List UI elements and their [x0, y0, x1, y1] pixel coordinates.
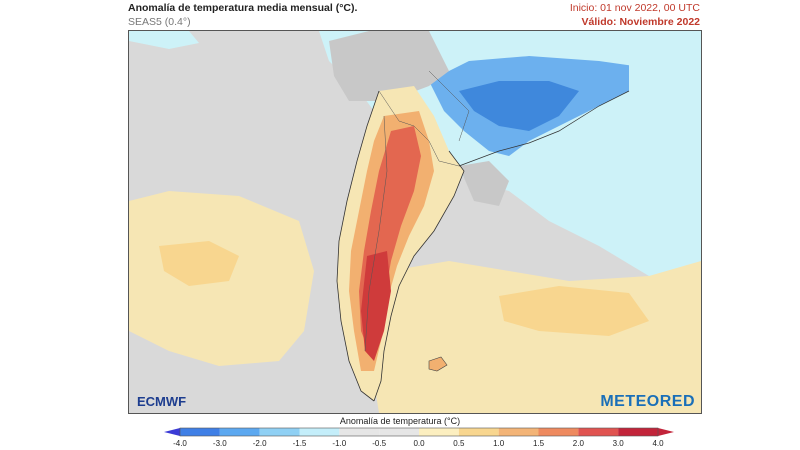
colorbar-tick-label: 1.0	[493, 439, 505, 448]
atlantic-warm-anomaly	[369, 261, 701, 413]
ecmwf-logo: ECMWF	[137, 394, 187, 409]
pacific-warm-core	[159, 241, 239, 286]
north-cyan-band	[429, 31, 689, 71]
colorbar-outline	[179, 427, 659, 437]
colorbar-segment	[498, 428, 539, 436]
colorbar-tick-label: 2.0	[573, 439, 585, 448]
valid-period: Válido: Noviembre 2022	[581, 16, 700, 28]
colorbar-tick-label: 0.5	[453, 439, 465, 448]
brazil-coastline	[458, 90, 630, 167]
colorbar-tick-label: 0.0	[413, 439, 425, 448]
colorbar-tick-label: -4.0	[173, 439, 187, 448]
atlantic-warm-core	[499, 286, 649, 336]
model-label: SEAS5 (0.4°)	[128, 16, 191, 28]
land-neutral-north	[329, 31, 449, 101]
colorbar-segment	[538, 428, 579, 436]
colorbar-segment	[219, 428, 260, 436]
colorbar-min-arrow	[164, 428, 180, 436]
falkland-islands	[428, 356, 448, 372]
pacific-coastline	[336, 90, 380, 402]
colorbar-segment	[618, 428, 658, 436]
init-time: Inicio: 01 nov 2022, 00 UTC	[569, 2, 700, 14]
colorbar: -4.0 -3.0 -2.0 -1.5 -1.0 -0.5 0.0 0.5 1.0 1.5 2.0 3…	[164, 427, 674, 448]
map-canvas	[129, 31, 701, 413]
country-border	[378, 90, 460, 167]
colorbar-segment	[379, 428, 419, 436]
land-neutral-uruguay	[459, 161, 509, 206]
colorbar-segment	[259, 428, 300, 436]
atlantic-coastline	[373, 150, 465, 402]
colorbar-max-arrow	[658, 428, 674, 436]
colorbar-segment	[299, 428, 340, 436]
cool-anomaly-corner	[129, 31, 199, 49]
map-title: Anomalía de temperatura media mensual (°…	[128, 2, 358, 14]
colorbar-tick-label: -2.0	[253, 439, 267, 448]
colorbar-segment	[339, 428, 380, 436]
colorbar-title: Anomalía de temperatura (°C)	[339, 416, 461, 426]
colorbar-tick-label: -1.0	[332, 439, 346, 448]
strong-negative-anomaly	[459, 81, 579, 131]
paraguay-border	[428, 70, 470, 142]
colorbar-tick-label: 4.0	[652, 439, 664, 448]
colorbar-tick-label: 1.5	[533, 439, 545, 448]
colorbar-segment	[180, 428, 220, 436]
colorbar-tick-label: -3.0	[213, 439, 227, 448]
colorbar-tick-label: -0.5	[372, 439, 386, 448]
meteored-logo: METEORED	[600, 393, 695, 410]
colorbar-segment	[458, 428, 499, 436]
colorbar-tick-label: 3.0	[613, 439, 625, 448]
colorbar-segment	[419, 428, 459, 436]
colorbar-tick-label: -1.5	[293, 439, 307, 448]
colorbar-segment	[578, 428, 619, 436]
andes-border	[364, 115, 388, 352]
extreme-warm-patagonia	[361, 251, 391, 361]
anomaly-map: ECMWF METEORED	[128, 30, 702, 414]
